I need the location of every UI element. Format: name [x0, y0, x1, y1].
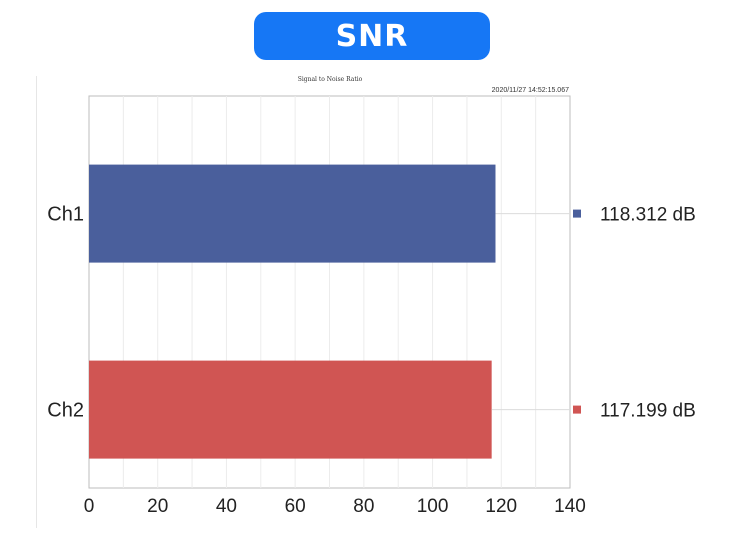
legend-marker-icon: [573, 405, 581, 414]
bar-ch2: [89, 360, 492, 459]
grid-lines: [122, 96, 537, 488]
x-tick-label: 40: [216, 496, 237, 517]
value-label: 117.199 dB: [600, 401, 696, 422]
value-label: 118.312 dB: [600, 205, 696, 226]
x-axis-ticks: 0 20 40 60 80 100 120 140: [84, 496, 586, 517]
x-tick-label: 140: [554, 496, 586, 517]
legend-marker-icon: [573, 209, 581, 218]
x-tick-label: 60: [285, 496, 306, 517]
x-tick-label: 0: [84, 496, 95, 517]
bars-group: [89, 164, 496, 459]
x-tick-label: 80: [353, 496, 374, 517]
page-frame-line: [36, 76, 37, 528]
value-labels: 118.312 dB 117.199 dB: [491, 205, 696, 422]
x-tick-label: 20: [147, 496, 168, 517]
bar-ch1: [89, 164, 496, 263]
category-label: Ch1: [47, 204, 84, 226]
category-label: Ch2: [47, 400, 84, 422]
x-tick-label: 120: [485, 496, 517, 517]
snr-title-badge: SNR: [254, 12, 490, 60]
chart-timestamp: 2020/11/27 14:52:15.067: [492, 87, 569, 94]
x-tick-label: 100: [417, 496, 449, 517]
snr-title-text: SNR: [335, 18, 409, 54]
chart-title: Signal to Noise Ratio: [298, 76, 363, 83]
category-labels: Ch1 Ch2: [47, 204, 84, 422]
